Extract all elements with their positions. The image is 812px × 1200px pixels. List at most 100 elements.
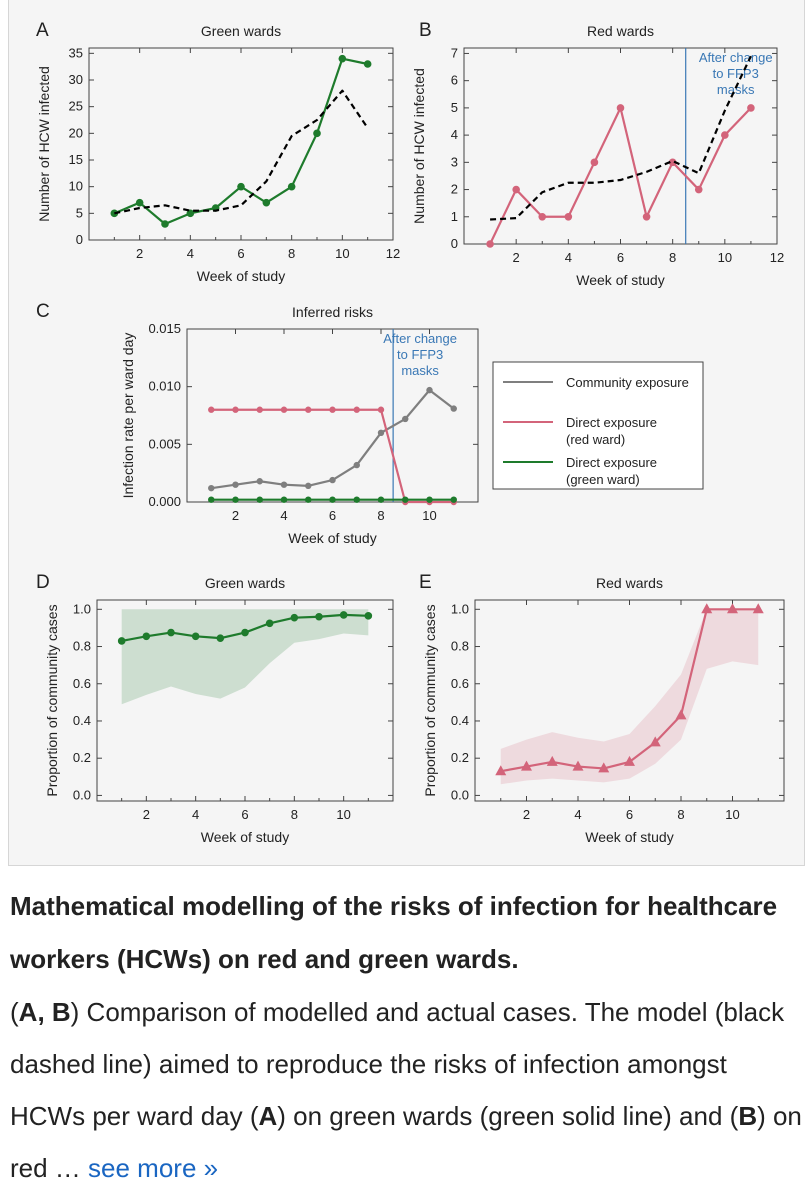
plot-frame — [88, 47, 394, 241]
data-point — [512, 185, 520, 194]
y-tick-label: 0.6 — [451, 676, 469, 691]
x-tick-label: 10 — [718, 250, 732, 265]
data-point — [305, 482, 312, 490]
x-tick-label: 10 — [336, 807, 350, 822]
data-point — [701, 603, 713, 614]
y-tick-label: 0.2 — [73, 750, 91, 765]
data-point — [426, 386, 433, 394]
y-tick-label: 6 — [451, 73, 458, 88]
data-point — [216, 634, 225, 642]
series-line — [489, 106, 752, 245]
caption-body-text: (A, B) Comparison of modelled and actual… — [10, 997, 802, 1183]
y-tick-label: 7 — [451, 45, 458, 60]
data-point — [521, 760, 532, 771]
x-tick-label: 6 — [237, 246, 244, 261]
data-point — [450, 405, 457, 412]
data-point — [208, 496, 215, 503]
x-tick-label: 6 — [617, 250, 624, 265]
see-more-link[interactable]: see more » — [88, 1153, 219, 1183]
x-tick-label: 10 — [335, 246, 349, 261]
data-point — [117, 637, 126, 645]
y-axis-label: Infection rate per ward day — [120, 333, 136, 499]
y-tick-label: 0.6 — [73, 676, 91, 691]
data-point — [329, 476, 336, 484]
chart-title: Green wards — [201, 23, 281, 39]
y-tick-label: 0.015 — [148, 321, 181, 336]
x-tick-label: 6 — [329, 508, 336, 523]
chart-title: Inferred risks — [292, 304, 373, 320]
data-point — [495, 765, 507, 776]
y-tick-label: 1 — [451, 209, 458, 224]
caption-text-segment: ) on green wards (green solid line) and … — [277, 1101, 739, 1131]
y-tick-label: 15 — [69, 152, 83, 167]
data-point — [752, 603, 764, 614]
y-tick-label: 0.005 — [148, 436, 181, 451]
data-point — [572, 760, 584, 771]
caption-panel-ref: B — [738, 1101, 758, 1131]
panel-letter: D — [36, 572, 50, 593]
data-point — [280, 406, 288, 413]
data-point — [167, 628, 175, 637]
x-tick-label: 12 — [770, 250, 784, 265]
caption-panel-ref: A — [258, 1101, 278, 1131]
y-tick-label: 0.8 — [451, 639, 469, 654]
y-tick-label: 2 — [451, 182, 458, 197]
y-tick-label: 5 — [451, 100, 458, 115]
series-line — [211, 408, 454, 504]
x-tick-label: 8 — [288, 246, 295, 261]
x-tick-label: 4 — [574, 807, 581, 822]
data-point — [590, 158, 599, 167]
panel-letter: C — [36, 301, 50, 322]
x-tick-label: 2 — [143, 807, 150, 822]
y-tick-label: 0.0 — [451, 787, 469, 802]
data-point — [110, 209, 119, 218]
chart-d: D Green wards 2 4 6 8 10 0.0 0.2 0.4 0.6 0.8 1.0 Week… — [36, 572, 394, 845]
intervention-annotation: After change — [383, 331, 457, 346]
x-axis-label: Week of study — [288, 530, 376, 546]
x-axis-label: Week of study — [585, 829, 673, 845]
x-tick-label: 10 — [725, 807, 739, 822]
y-tick-label: 20 — [69, 125, 83, 140]
data-point — [161, 220, 169, 228]
series-line — [490, 55, 752, 221]
x-tick-label: 8 — [291, 807, 298, 822]
caption-panel-ref: A, B — [18, 997, 71, 1027]
data-point — [694, 185, 703, 194]
data-point — [280, 496, 288, 503]
data-point — [329, 496, 336, 503]
data-point — [747, 104, 755, 112]
data-point — [329, 406, 336, 413]
data-point — [624, 755, 635, 766]
figure-caption: Mathematical modelling of the risks of i… — [10, 880, 805, 1194]
legend-label: Direct exposure — [566, 415, 657, 430]
caption-text-segment: ) Comparison of modelled and actual case… — [10, 997, 785, 1131]
y-tick-label: 4 — [451, 127, 458, 142]
data-point — [237, 182, 245, 191]
data-point — [256, 496, 263, 503]
data-point — [616, 104, 625, 112]
confidence-band — [500, 609, 759, 785]
confidence-band — [121, 609, 369, 705]
panel-letter: E — [419, 572, 432, 593]
x-axis-label: Week of study — [201, 829, 289, 845]
data-point — [546, 755, 558, 766]
data-point — [256, 406, 263, 413]
data-point — [305, 496, 312, 503]
data-point — [256, 478, 263, 485]
x-tick-label: 2 — [523, 807, 530, 822]
x-tick-label: 2 — [513, 250, 520, 265]
data-point — [315, 612, 323, 621]
y-tick-label: 1.0 — [73, 601, 91, 616]
legend-label: Direct exposure — [566, 455, 657, 470]
data-point — [142, 632, 151, 641]
intervention-annotation: to FFP3 — [713, 66, 759, 81]
y-axis-label: Number of HCW infected — [36, 66, 52, 222]
data-point — [305, 406, 312, 413]
y-tick-label: 0.000 — [148, 494, 181, 509]
series-line — [211, 389, 455, 490]
data-point — [721, 131, 729, 139]
chart-c: C Inferred risks 2 4 6 8 10 0.000 0.005 0.010 0.01… — [36, 301, 704, 546]
data-point — [598, 762, 610, 773]
chart-e: E Red wards 2 4 6 8 10 0.0 0.2 0.4 0.6 0.8 1.0 Week o… — [419, 572, 785, 845]
